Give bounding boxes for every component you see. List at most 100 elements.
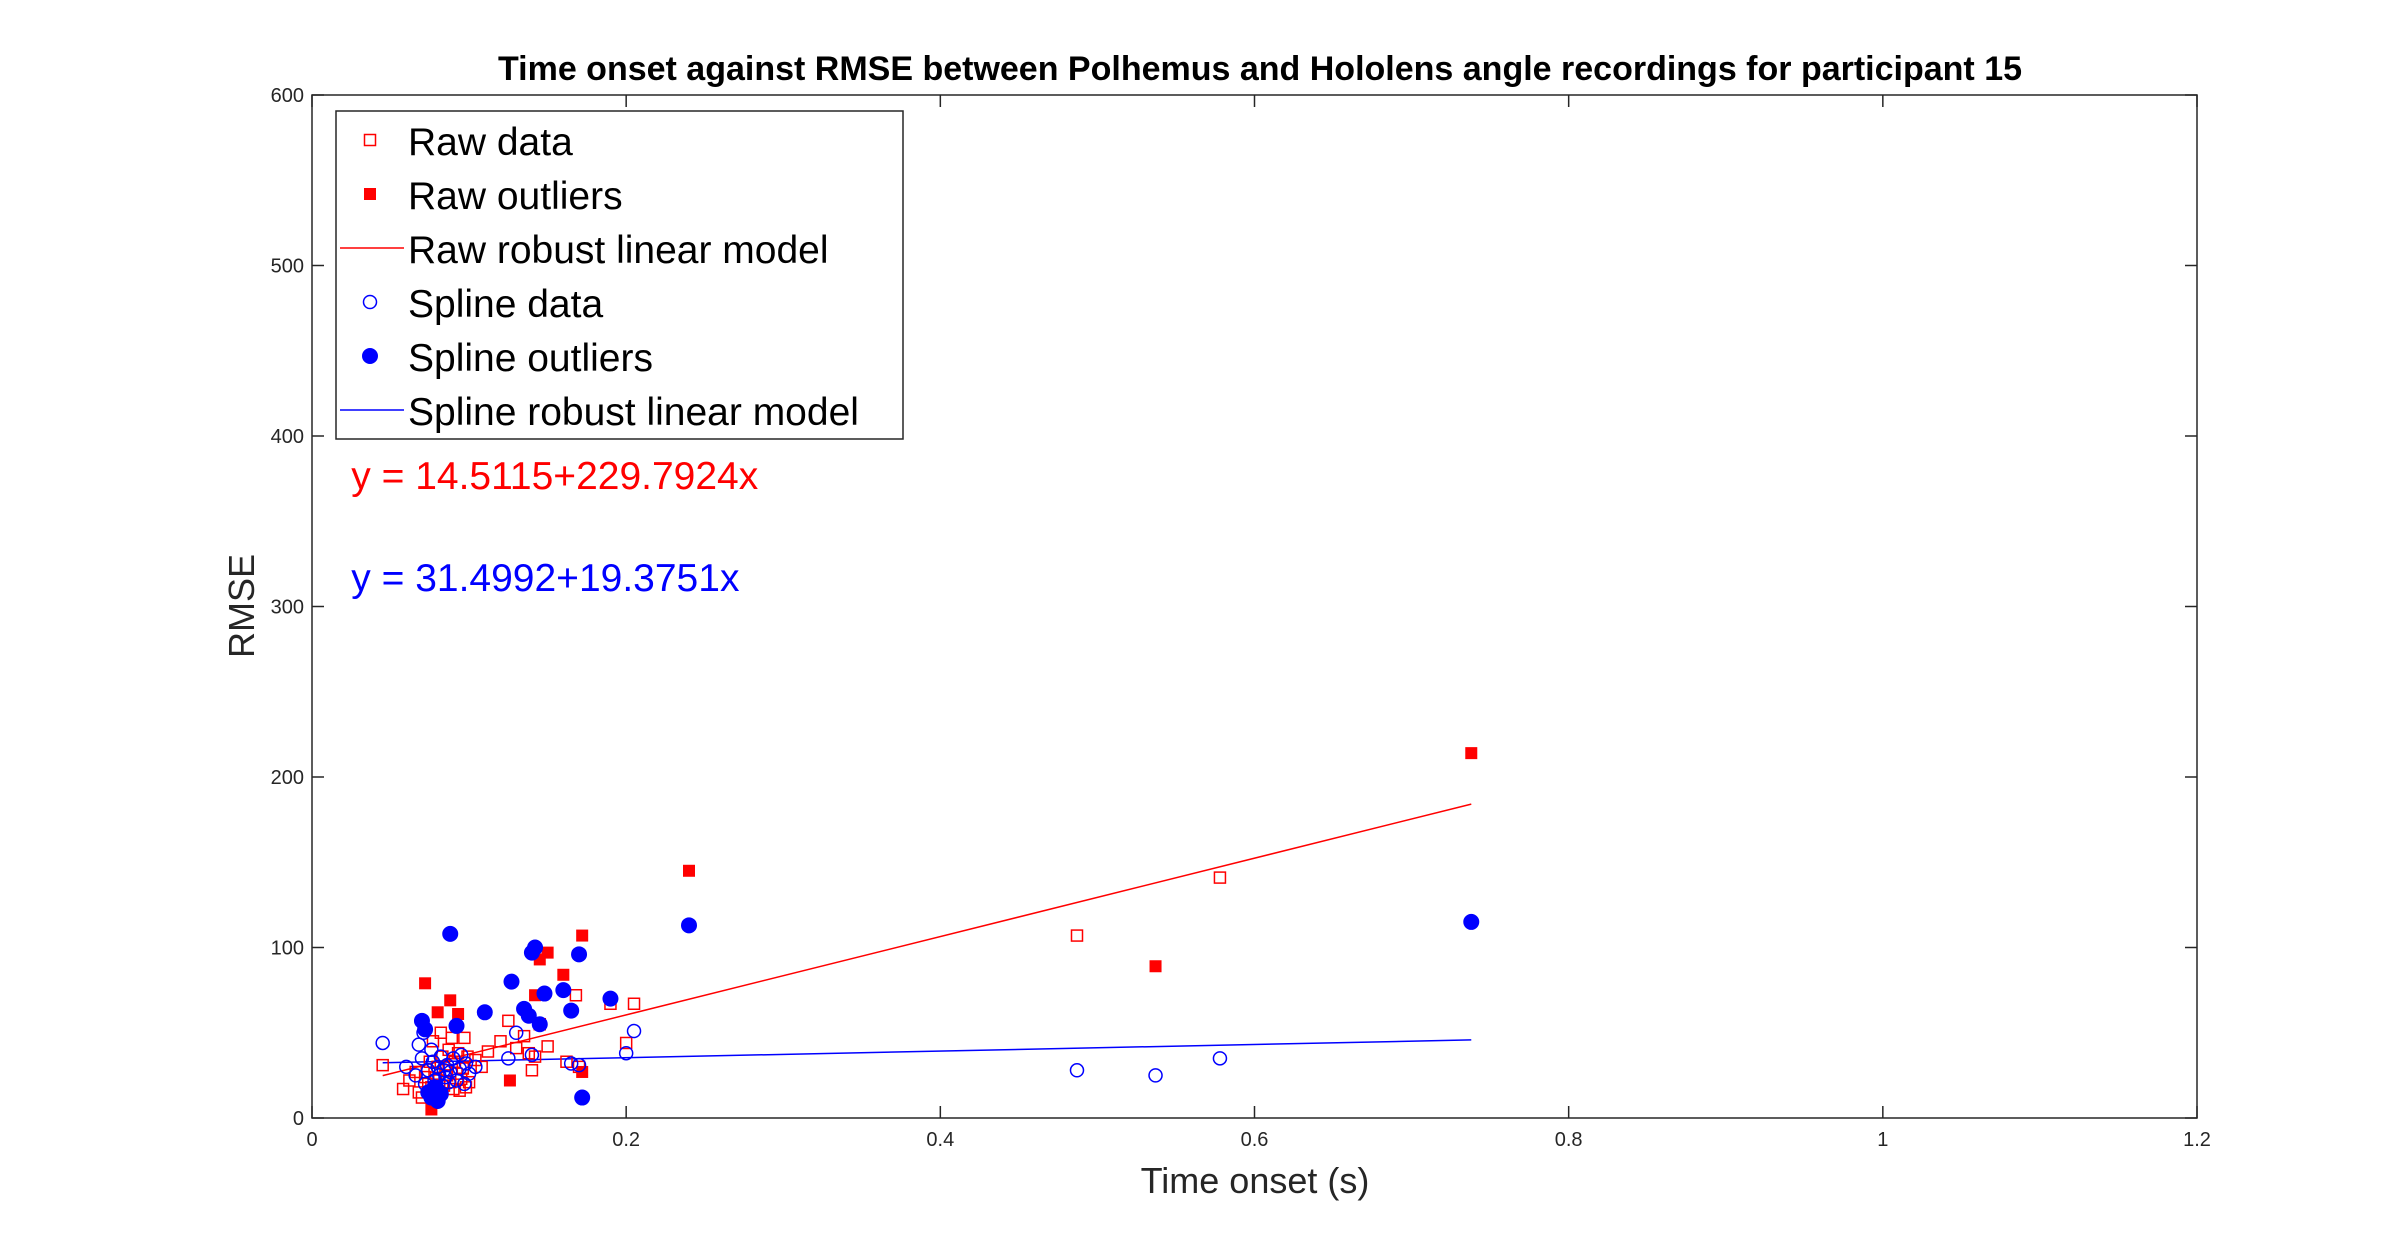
raw-data-point bbox=[451, 1046, 465, 1060]
raw-data-point bbox=[569, 988, 583, 1002]
raw-data-point bbox=[469, 1053, 482, 1067]
spline-fit-line bbox=[382, 1039, 1472, 1064]
data-points bbox=[375, 747, 1480, 1116]
legend-entry-label: Spline robust linear model bbox=[408, 391, 859, 434]
legend-entry-label: Raw data bbox=[408, 121, 573, 164]
spline-data-point bbox=[1069, 1063, 1085, 1078]
spline-data-point bbox=[508, 1025, 524, 1040]
x-tick-label: 1.2 bbox=[2183, 1129, 2211, 1151]
y-tick-label: 300 bbox=[271, 597, 304, 619]
x-axis-label: Time onset (s) bbox=[1141, 1160, 1370, 1201]
legend-marker-swatch bbox=[363, 133, 377, 147]
spline-data-point bbox=[441, 1074, 456, 1090]
spline-outlier-point bbox=[417, 1021, 434, 1038]
spline-data-point bbox=[446, 1051, 461, 1066]
spline-outlier-point bbox=[503, 973, 520, 990]
fit-lines bbox=[382, 803, 1472, 1077]
legend-marker-swatch bbox=[362, 294, 378, 310]
raw-outlier-point bbox=[419, 977, 432, 990]
legend-marker-swatch bbox=[362, 348, 378, 364]
raw-outlier-point bbox=[1149, 960, 1162, 973]
spline-outlier-point bbox=[536, 985, 553, 1002]
raw-data-point bbox=[502, 1014, 515, 1028]
spline-data-point bbox=[626, 1023, 642, 1039]
y-tick-label: 100 bbox=[271, 938, 304, 960]
x-tick-label: 1 bbox=[1877, 1129, 1888, 1151]
x-tick-label: 0.4 bbox=[926, 1129, 954, 1151]
spline-data-point bbox=[453, 1047, 469, 1063]
spline-outlier-point bbox=[448, 1017, 465, 1034]
y-tick-label: 500 bbox=[271, 256, 304, 278]
spline-outlier-point bbox=[574, 1089, 591, 1106]
raw-data-point bbox=[426, 1035, 440, 1048]
spline-outlier-point bbox=[681, 917, 697, 934]
spline-data-point bbox=[501, 1051, 516, 1066]
raw-data-point bbox=[1213, 871, 1227, 884]
raw-data-point bbox=[475, 1060, 488, 1074]
spline-data-point bbox=[563, 1056, 579, 1071]
spline-data-point bbox=[571, 1057, 587, 1073]
raw-outlier-point bbox=[503, 1074, 516, 1087]
raw-data-point bbox=[517, 1029, 531, 1043]
raw-data-point bbox=[494, 1035, 507, 1048]
y-axis-label: RMSE bbox=[221, 554, 262, 658]
spline-data-point bbox=[1212, 1051, 1228, 1066]
spline-outlier-point bbox=[527, 939, 544, 956]
raw-outlier-point bbox=[541, 946, 554, 959]
spline-data-point bbox=[375, 1035, 390, 1051]
legend-entry-label: Spline outliers bbox=[408, 337, 653, 380]
spline-outlier-point bbox=[1463, 913, 1480, 930]
raw-data-point bbox=[1070, 929, 1084, 942]
axis-tick-labels: 0 0.2 0.4 0.6 0.8 1 1.2 0 100 200 300 400 500 600 bbox=[271, 85, 2211, 1151]
spline-data-point bbox=[408, 1068, 423, 1083]
spline-data-point bbox=[399, 1059, 414, 1075]
raw-data-point bbox=[376, 1058, 389, 1072]
spline-outlier-point bbox=[520, 1007, 537, 1024]
legend-entry-label: Spline data bbox=[408, 283, 603, 326]
spline-outlier-point bbox=[563, 1002, 580, 1019]
legend-marker-swatch bbox=[364, 188, 376, 200]
raw-outlier-point bbox=[557, 968, 570, 981]
y-tick-label: 400 bbox=[271, 426, 304, 448]
raw-outlier-point bbox=[683, 864, 695, 877]
spline-data-point bbox=[468, 1059, 483, 1075]
raw-data-point bbox=[396, 1082, 410, 1096]
spline-outlier-point bbox=[602, 990, 619, 1007]
legend-box bbox=[335, 110, 904, 440]
spline-outlier-point bbox=[442, 925, 459, 942]
raw-data-point bbox=[522, 1046, 536, 1060]
spline-outlier-point bbox=[432, 1086, 449, 1103]
spline-data-point bbox=[618, 1045, 634, 1061]
y-tick-label: 200 bbox=[271, 767, 304, 789]
spline-data-point bbox=[414, 1051, 430, 1066]
x-tick-label: 0.2 bbox=[612, 1129, 640, 1151]
x-tick-label: 0 bbox=[306, 1129, 317, 1151]
raw-outlier-point bbox=[431, 1006, 444, 1019]
legend: Raw data Raw outliers Raw robust linear mo… bbox=[335, 110, 904, 440]
raw-data-point bbox=[461, 1050, 474, 1063]
spline-outlier-point bbox=[476, 1004, 493, 1021]
spline-data-point bbox=[1148, 1068, 1163, 1083]
raw-data-point bbox=[525, 1064, 539, 1077]
y-tick-label: 0 bbox=[293, 1108, 304, 1130]
raw-data-point bbox=[528, 1050, 542, 1063]
spline-outlier-point bbox=[555, 982, 572, 999]
x-tick-label: 0.8 bbox=[1555, 1129, 1583, 1151]
legend-items: Raw data Raw outliers Raw robust linear mo… bbox=[340, 121, 859, 434]
spline-data-point bbox=[524, 1047, 540, 1063]
raw-outlier-point bbox=[452, 1007, 465, 1020]
raw-data-point bbox=[509, 1041, 523, 1055]
raw-fit-equation: y = 14.5115+229.7924x bbox=[351, 455, 758, 498]
spline-outlier-point bbox=[531, 1016, 548, 1033]
raw-outlier-point bbox=[444, 994, 457, 1007]
axis-ticks bbox=[311, 94, 2198, 1119]
spline-outlier-point bbox=[571, 946, 588, 963]
raw-outlier-point bbox=[1465, 747, 1478, 760]
legend-entry-label: Raw robust linear model bbox=[408, 229, 829, 272]
raw-data-point bbox=[619, 1036, 633, 1050]
legend-entry-label: Raw outliers bbox=[408, 175, 623, 218]
raw-outlier-point bbox=[576, 929, 589, 942]
spline-data-point bbox=[424, 1042, 439, 1058]
raw-data-point bbox=[627, 997, 641, 1011]
